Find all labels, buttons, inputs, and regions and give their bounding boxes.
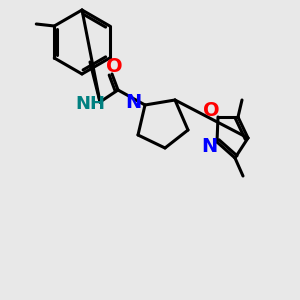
Text: N: N xyxy=(201,137,217,157)
Text: O: O xyxy=(203,101,219,121)
Text: N: N xyxy=(125,94,141,112)
Text: O: O xyxy=(106,56,122,76)
Text: NH: NH xyxy=(75,95,105,113)
